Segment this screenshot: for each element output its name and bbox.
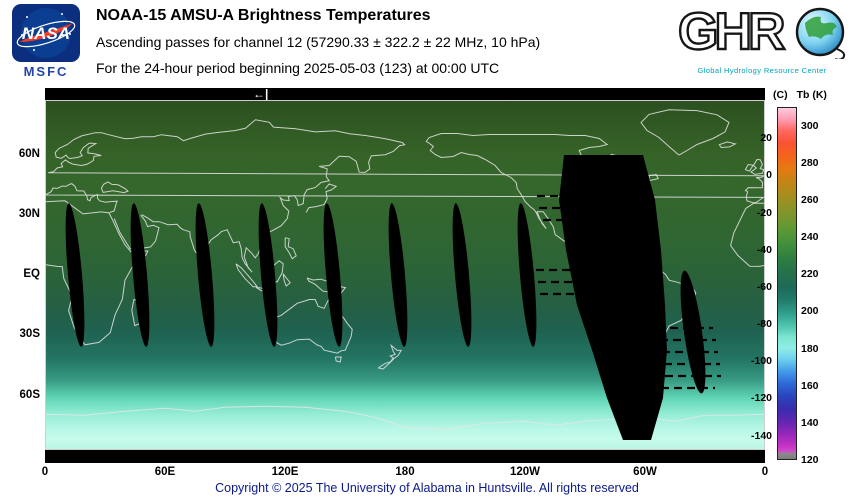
lat-label-30n: 30N	[18, 208, 40, 220]
lon-label-60e: 60E	[154, 466, 176, 478]
colorbar-k-tick: 260	[801, 193, 819, 206]
colorbar-k-tick: 280	[801, 156, 819, 169]
lon-label-0b: 0	[761, 466, 769, 478]
colorbar-k-tick: 220	[801, 268, 819, 281]
colorbar	[777, 107, 797, 460]
map-bottom-margin	[45, 450, 765, 463]
mouse-cable-icon	[834, 48, 846, 61]
colorbar-unit-k: Tb (K)	[796, 89, 827, 101]
colorbar-k-tick: 300	[801, 119, 819, 132]
colorbar-unit-c: (C)	[773, 89, 788, 101]
colorbar-c-tick: 20	[760, 132, 772, 145]
colorbar-c-tick: -120	[750, 392, 772, 405]
colorbar-c-tick: -40	[756, 243, 772, 256]
colorbar-k-tick: 140	[801, 416, 819, 429]
title-block: NOAA-15 AMSU-A Brightness Temperatures A…	[96, 7, 540, 85]
ghrc-wordmark-icon: GHR	[677, 2, 846, 62]
lat-label-60s: 60S	[19, 389, 40, 401]
swath-gaps	[65, 155, 721, 440]
ghrc-letters: GHR	[678, 5, 785, 59]
cursor-arrow-icon: ←|	[253, 87, 269, 101]
ghrc-logo: GHR Global Hydrology Resource Center	[676, 2, 848, 75]
world-map	[45, 100, 765, 450]
msfc-label: MSFC	[23, 64, 69, 79]
subtitle-period: For the 24-hour period beginning 2025-05…	[96, 60, 500, 76]
colorbar-k-tick: 180	[801, 342, 819, 355]
nasa-logo: NASA	[12, 4, 80, 62]
colorbar-c-tick: -140	[750, 429, 772, 442]
lon-label-120e: 120E	[271, 466, 299, 478]
nasa-meatball-icon: NASA	[12, 4, 80, 62]
copyright: Copyright © 2025 The University of Alaba…	[215, 481, 639, 495]
lat-label-60n: 60N	[18, 148, 40, 160]
subtitle-channel: Ascending passes for channel 12 (57290.3…	[96, 34, 541, 50]
lon-label-0a: 0	[41, 466, 49, 478]
colorbar-k-tick: 120	[801, 454, 819, 466]
ghrc-tagline: Global Hydrology Resource Center	[697, 66, 827, 75]
colorbar-k-tick: 160	[801, 379, 819, 392]
lat-label-eq: EQ	[23, 268, 40, 280]
colorbar-c-tick: -80	[756, 318, 772, 331]
lon-label-60w: 60W	[633, 466, 657, 478]
lon-label-180: 180	[395, 466, 415, 478]
colorbar-units: (C) Tb (K)	[773, 89, 827, 101]
nasa-wordmark: NASA	[22, 24, 70, 43]
colorbar-c-tick: -100	[750, 355, 772, 368]
lat-label-30s: 30S	[19, 328, 40, 340]
colorbar-k-tick: 200	[801, 305, 819, 318]
map-top-margin: ←|	[45, 87, 765, 101]
lon-label-120w: 120W	[509, 466, 541, 478]
colorbar-c-tick: -20	[756, 206, 772, 219]
map-plot: ←|	[45, 87, 765, 464]
colorbar-c-tick: -60	[756, 280, 772, 293]
colorbar-c-tick: 0	[766, 169, 772, 182]
colorbar-k-tick: 240	[801, 231, 819, 244]
page-title: NOAA-15 AMSU-A Brightness Temperatures	[96, 7, 431, 24]
